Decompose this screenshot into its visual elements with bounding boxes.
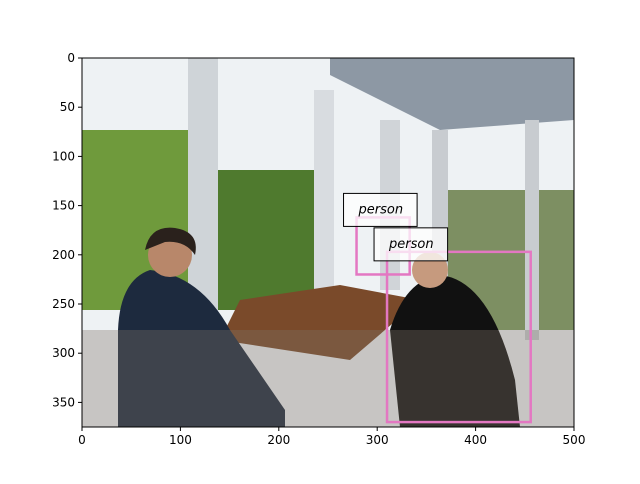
x-tick-label: 100 <box>169 433 192 447</box>
y-tick-label: 50 <box>60 100 75 114</box>
x-tick-label: 400 <box>464 433 487 447</box>
x-tick-label: 500 <box>563 433 586 447</box>
box-label: person <box>358 202 404 217</box>
y-tick-label: 150 <box>52 199 75 213</box>
axes <box>81 57 575 428</box>
x-tick-label: 0 <box>78 433 86 447</box>
x-tick-label: 300 <box>366 433 389 447</box>
y-tick-label: 200 <box>52 248 75 262</box>
y-tick-label: 250 <box>52 297 75 311</box>
axes-frame <box>81 57 575 428</box>
y-tick-label: 350 <box>52 395 75 409</box>
photo <box>82 58 574 427</box>
x-tick-label: 200 <box>267 433 290 447</box>
box-label: person <box>388 237 434 252</box>
y-tick-label: 0 <box>67 51 75 65</box>
y-tick-label: 100 <box>52 149 75 163</box>
box-label-bg <box>373 227 449 262</box>
y-tick-label: 300 <box>52 346 75 360</box>
bounding-box <box>385 250 532 424</box>
box-label-bg <box>343 192 418 227</box>
